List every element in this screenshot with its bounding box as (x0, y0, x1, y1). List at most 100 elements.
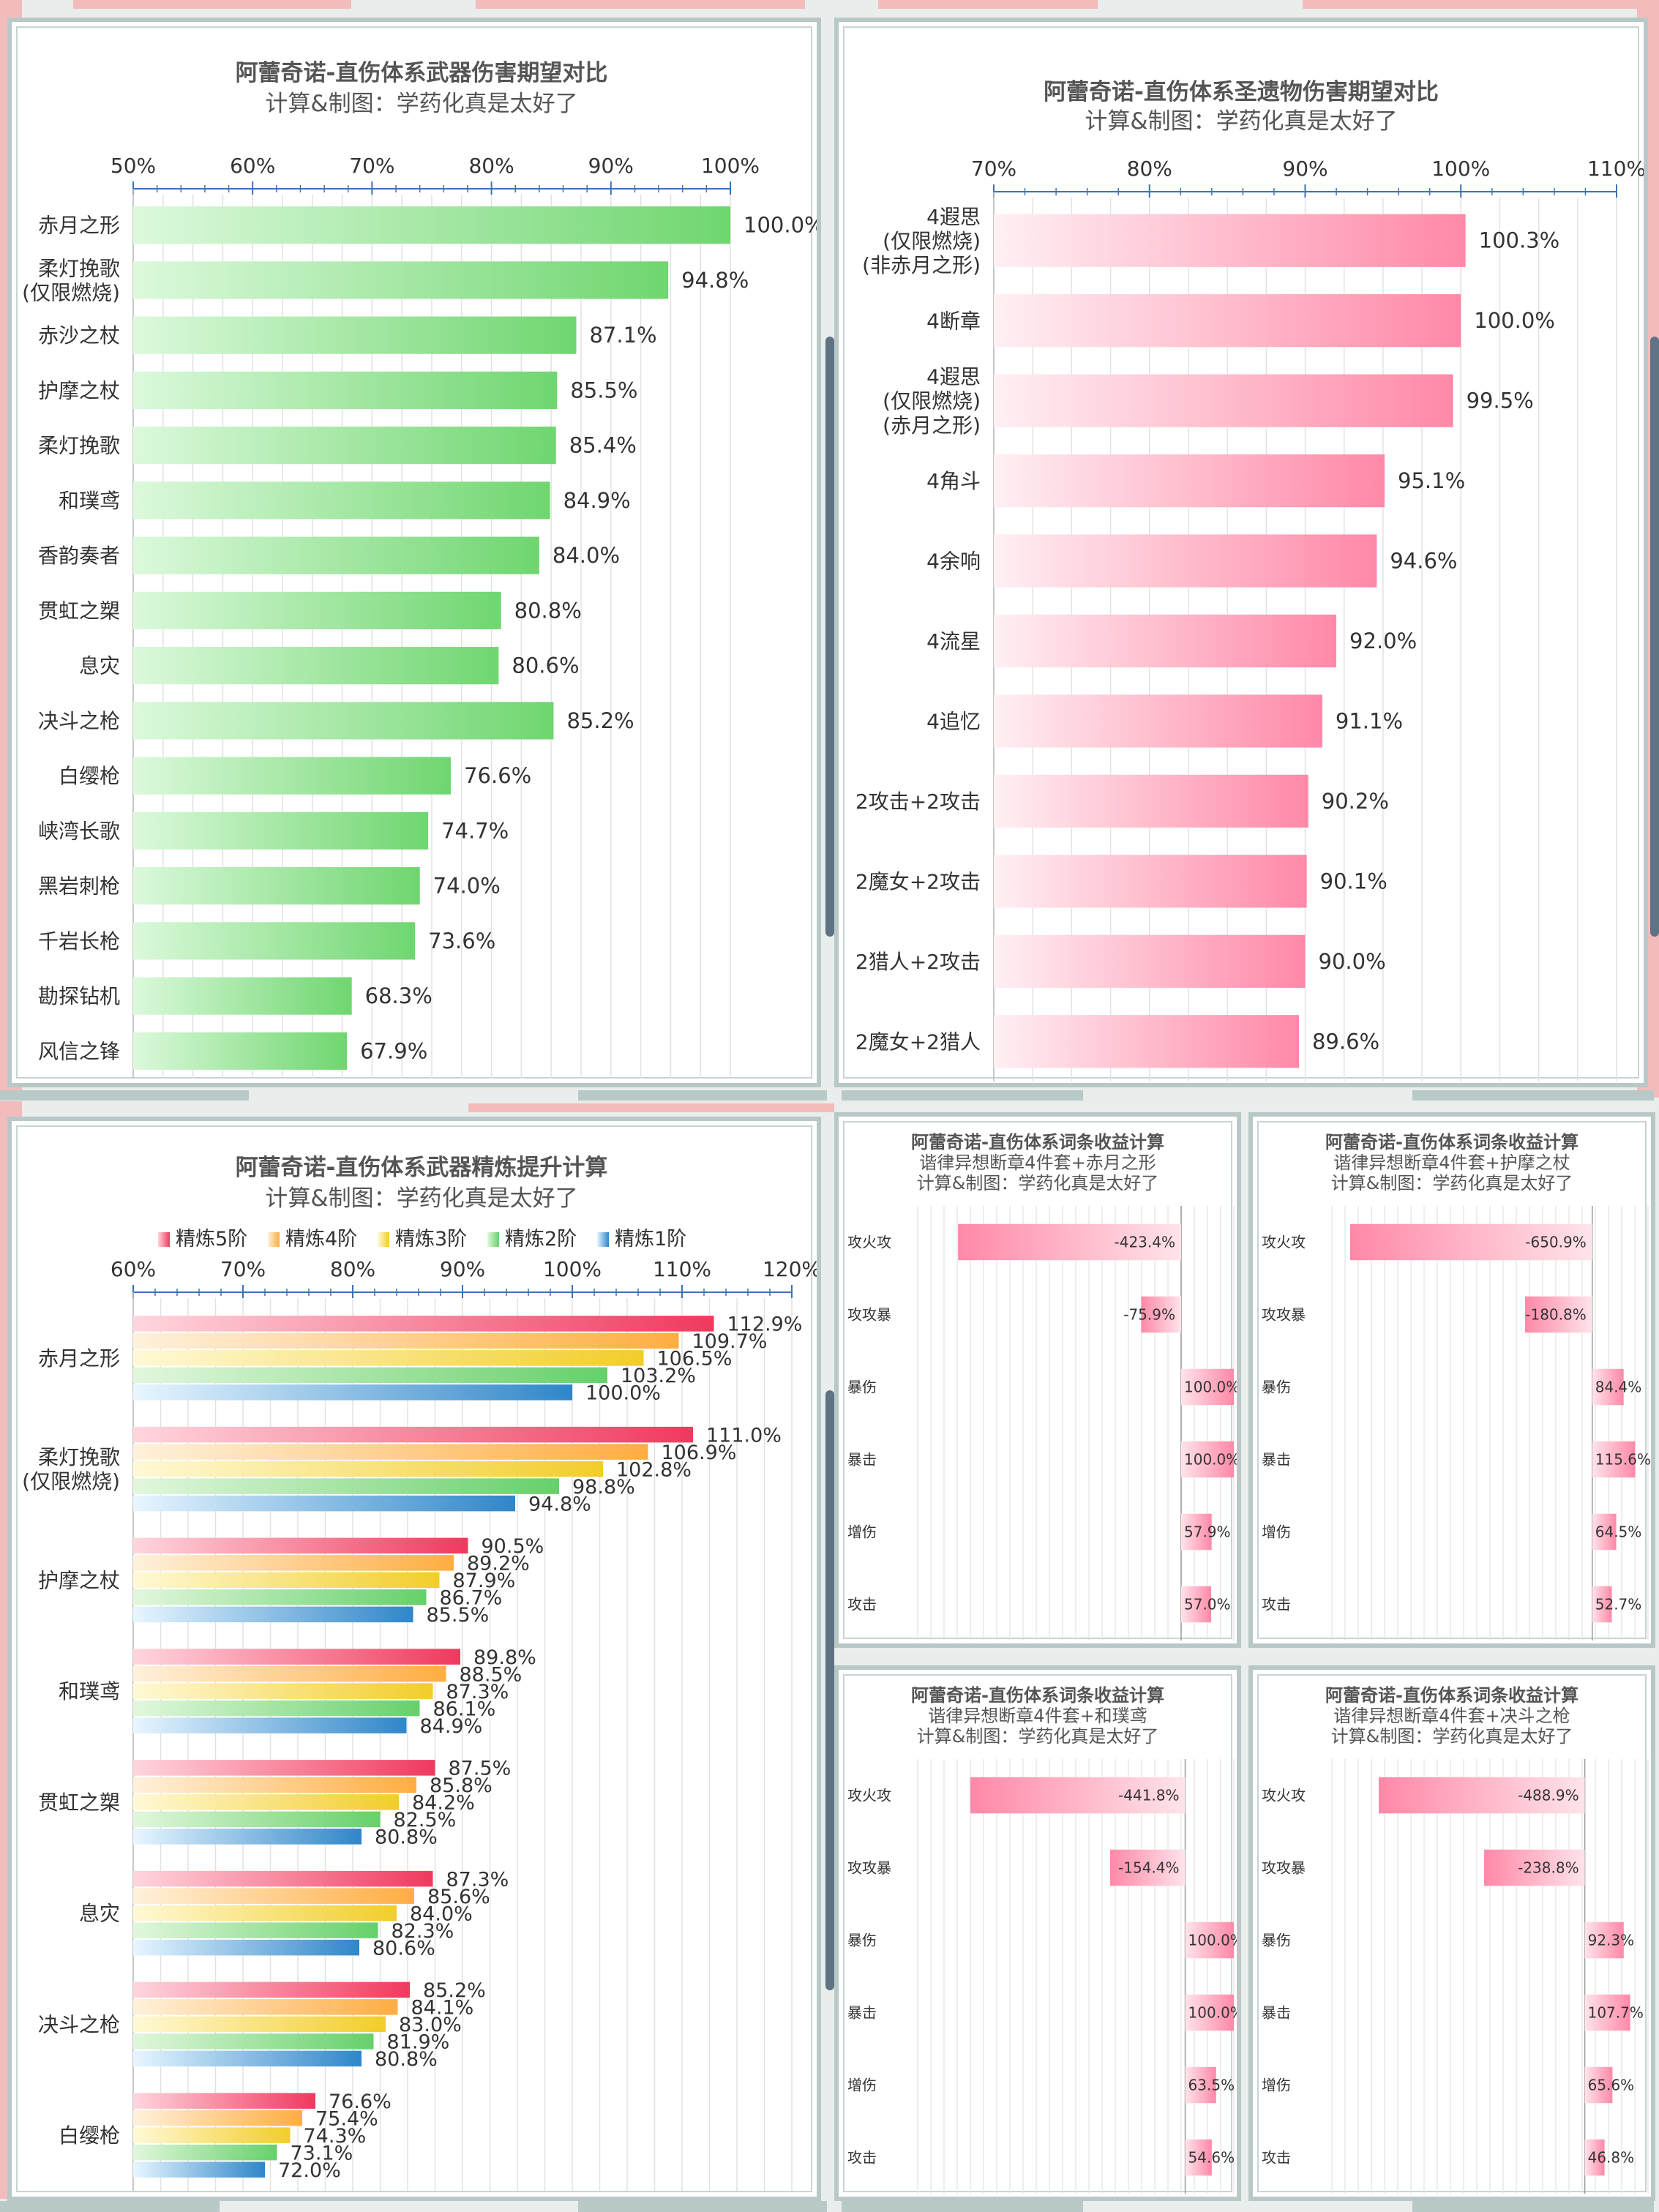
substat-moon-title: 阿蕾奇诺-直伤体系词条收益计算 (911, 1132, 1164, 1152)
artifact-bar (994, 454, 1385, 508)
refine-bar-r4 (133, 1444, 648, 1460)
weapon-data-label: 85.5% (570, 378, 637, 402)
substat-jade-panel: 阿蕾奇诺-直伤体系词条收益计算 谐律异想断章4件套+和璞鸢 计算&制图：学药化真… (834, 1665, 1241, 2201)
refine-chart-panel: 阿蕾奇诺-直伤体系武器精炼提升计算 计算&制图：学药化真是太好了 精炼5阶 精炼4… (7, 1117, 821, 2201)
artifact-tick-label: 90% (1282, 157, 1327, 181)
sub_homa-data-label: 64.5% (1595, 1523, 1642, 1541)
weapon-category-label: 柔灯挽歌(仅限燃烧) (22, 256, 120, 304)
decor-strip (578, 1090, 827, 1101)
refine-tick-label: 100% (543, 1257, 602, 1281)
sub_jade-category-label: 增伤 (847, 2077, 877, 2094)
refine-category-label: 决斗之枪 (38, 2012, 120, 2036)
sub_jade-bar (1185, 2139, 1212, 2176)
weapon-category-label: 峡湾长歌 (38, 819, 120, 843)
substat-homa-subtitle: 谐律异想断章4件套+护摩之杖 (1333, 1152, 1570, 1173)
refine-category-label: 护摩之杖 (38, 1568, 120, 1592)
refine-tick-label: 60% (111, 1257, 156, 1281)
refine-bar-r2 (133, 1589, 427, 1605)
weapon-category-label: 千岩长枪 (38, 929, 120, 953)
refine-data-label: 84.1% (411, 1997, 474, 2020)
substat-homa-credit: 计算&制图：学药化真是太好了 (1331, 1173, 1573, 1193)
substat-duel-chart: 阿蕾奇诺-直伤体系词条收益计算 谐律异想断章4件套+决斗之枪 计算&制图：学药化… (1262, 1685, 1649, 2194)
sub_jade-data-label: 100.0% (1188, 2004, 1237, 2022)
sub_jade-category-label: 攻火攻 (847, 1787, 891, 1804)
substat-moon-credit: 计算&制图：学药化真是太好了 (917, 1173, 1159, 1193)
weapon-category-label: 赤沙之杖 (38, 323, 120, 348)
refine-bar-r4 (133, 1999, 398, 2015)
refine-bar-r1 (133, 1829, 362, 1845)
weapon-chart-panel: 阿蕾奇诺-直伤体系武器伤害期望对比 计算&制图：学药化真是太好了 50% 60% 7… (7, 18, 821, 1087)
artifact-bar (994, 855, 1307, 908)
refine-data-label: 100.0% (585, 1382, 661, 1405)
refine-bar-r2 (133, 1367, 607, 1384)
legend-label-r4: 精炼4阶 (285, 1228, 357, 1251)
sub_duel-category-label: 增伤 (1262, 2077, 1291, 2094)
sub_jade-category-label: 暴伤 (847, 1932, 877, 1949)
refine-bar-r5 (133, 1870, 433, 1887)
decor-strip (842, 2201, 1083, 2212)
refine-bar-r1 (133, 2050, 362, 2067)
weapon-bar (133, 702, 554, 740)
sub_moon-category-label: 暴击 (847, 1451, 877, 1469)
refine-data-label: 106.9% (662, 1441, 737, 1464)
weapon-data-label: 94.8% (681, 268, 749, 293)
refine-data-label: 106.5% (657, 1348, 733, 1371)
weapon-data-label: 100.0% (744, 213, 817, 238)
refine-bar-r5 (133, 1649, 460, 1665)
refine-bar-r3 (133, 1461, 603, 1477)
artifact-bar (994, 214, 1466, 267)
weapon-bar (133, 591, 501, 629)
sub_jade-data-label: -441.8% (1118, 1787, 1179, 1804)
artifact-bar (994, 1015, 1299, 1068)
weapon-data-label: 74.7% (441, 818, 509, 843)
weapon-category-label: 白缨枪 (59, 764, 120, 788)
refine-bar-r3 (133, 1572, 440, 1589)
refine-data-label: 80.8% (375, 2048, 438, 2071)
sub_duel-bar (1584, 1922, 1624, 1959)
sub_jade-bar (1185, 1994, 1234, 2031)
sub_duel-data-label: -238.8% (1518, 1859, 1579, 1877)
refine-bar-r1 (133, 1495, 515, 1512)
weapon-data-label: 84.9% (563, 488, 631, 513)
sub_jade-data-label: 54.6% (1188, 2149, 1235, 2167)
sub_jade-bar (1185, 2066, 1216, 2104)
refine-data-label: 85.2% (423, 1979, 486, 2002)
decor-side-bar (825, 337, 834, 937)
sub_duel-bar (1584, 2139, 1605, 2176)
legend-label-r5: 精炼5阶 (176, 1228, 247, 1251)
weapon-category-label: 柔灯挽歌 (38, 434, 120, 458)
sub_moon-bar (1181, 1368, 1234, 1406)
sub_homa-bar (1524, 1296, 1592, 1333)
refine-data-label: 84.9% (420, 1715, 483, 1738)
sub_jade-bar (1109, 1849, 1186, 1886)
substat-jade-subtitle: 谐律异想断章4件套+和璞鸢 (928, 1706, 1147, 1726)
weapon-data-label: 80.6% (512, 653, 579, 678)
weapon-data-label: 76.6% (464, 763, 531, 788)
refine-bar-r4 (133, 1888, 414, 1904)
decor-strip (1303, 0, 1654, 9)
refine-data-label: 89.2% (467, 1553, 530, 1575)
artifact-bar (994, 374, 1453, 427)
refine-bar-r2 (133, 2033, 374, 2050)
refine-bar-r2 (133, 1922, 378, 1938)
artifact-category-label: 4遐思(仅限燃烧) (非赤月之形) (862, 205, 981, 277)
substat-homa-panel: 阿蕾奇诺-直伤体系词条收益计算 谐律异想断章4件套+护摩之杖 计算&制图：学药化… (1248, 1112, 1655, 1648)
substat-jade-title: 阿蕾奇诺-直伤体系词条收益计算 (911, 1685, 1164, 1706)
sub_moon-category-label: 攻击 (847, 1596, 877, 1613)
artifact-category-label: 2魔女+2猎人 (855, 1030, 981, 1054)
artifact-tick-label: 110% (1587, 157, 1644, 181)
weapon-tick-label: 90% (588, 154, 634, 178)
artifact-tick-label: 80% (1127, 157, 1172, 181)
sub_jade-category-label: 攻攻暴 (847, 1859, 891, 1877)
refine-data-label: 84.2% (412, 1792, 475, 1815)
sub_duel-category-label: 暴击 (1262, 2004, 1291, 2022)
decor-strip (0, 1090, 249, 1101)
refine-data-label: 88.5% (460, 1663, 523, 1686)
refine-category-label: 白缨枪 (59, 2123, 120, 2148)
refine-data-label: 72.0% (278, 2159, 341, 2182)
sub_moon-bar (1181, 1586, 1212, 1623)
refine-bar-r5 (133, 1316, 714, 1332)
sub_homa-category-label: 攻击 (1262, 1596, 1291, 1613)
weapon-tick-label: 100% (701, 154, 760, 178)
decor-strip (1412, 1090, 1654, 1101)
